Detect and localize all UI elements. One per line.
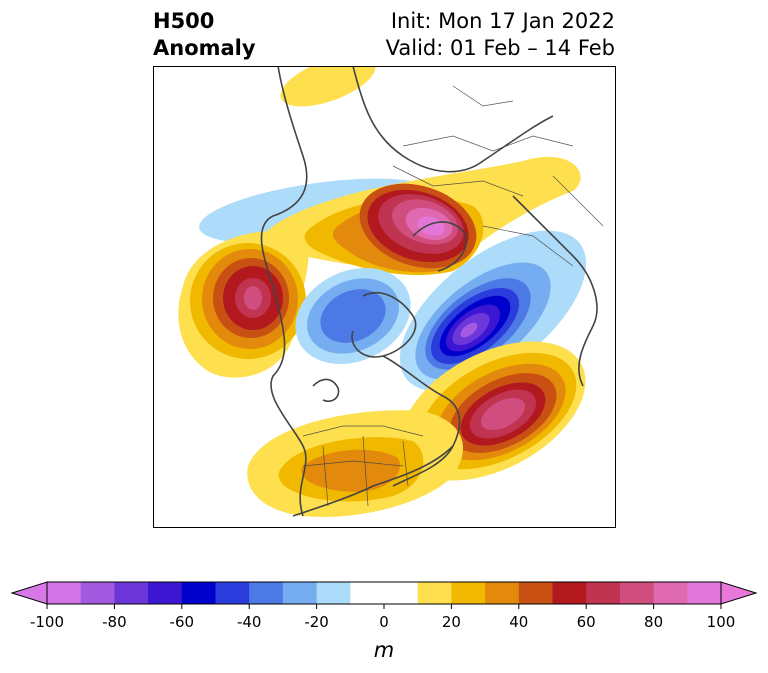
colorbar-segment xyxy=(417,582,452,604)
map-frame xyxy=(153,66,616,528)
colorbar-segment xyxy=(181,582,216,604)
colorbar-segment xyxy=(586,582,621,604)
colorbar-tick-label: 80 xyxy=(644,613,663,631)
colorbar-tick-label: 60 xyxy=(577,613,596,631)
anomaly-north-pacific-ridge xyxy=(178,231,309,378)
colorbar-segment xyxy=(485,582,520,604)
valid-range: Valid: 01 Feb – 14 Feb xyxy=(385,36,615,60)
colorbar-segment xyxy=(451,582,486,604)
colorbar-segment xyxy=(114,582,149,604)
colorbar-tick-label: 100 xyxy=(707,613,736,631)
colorbar-tick-label: 40 xyxy=(509,613,528,631)
title-line-type: Anomaly xyxy=(153,36,256,60)
anomaly-greenland-ridge xyxy=(359,183,477,269)
colorbar-tick-label: 0 xyxy=(379,613,389,631)
colorbar-tick-label: -60 xyxy=(170,613,195,631)
coastlines xyxy=(260,66,598,517)
colorbar-extend-low xyxy=(10,581,48,605)
colorbar-segment xyxy=(653,582,688,604)
colorbar-segment xyxy=(282,582,318,604)
colorbar-tick-label: -80 xyxy=(102,613,127,631)
init-date: Init: Mon 17 Jan 2022 xyxy=(390,9,615,33)
anomaly-siberian-ridge xyxy=(280,66,376,107)
colorbar-segment xyxy=(47,582,82,604)
colorbar-segments xyxy=(10,581,758,605)
colorbar-unit-label: m xyxy=(374,638,394,662)
chart-title: H500 Anomaly xyxy=(153,8,256,62)
anomaly-beaufort-trough xyxy=(295,267,411,365)
colorbar-segment xyxy=(350,582,385,604)
title-line-field: H500 xyxy=(153,9,215,33)
colorbar-tick-label: -20 xyxy=(304,613,329,631)
colorbar: -100 -80 -60 -40 -20 0 20 40 60 80 100 m xyxy=(10,581,758,662)
colorbar-ticks: -100 -80 -60 -40 -20 0 20 40 60 80 100 xyxy=(30,604,735,631)
political-borders xyxy=(302,85,604,507)
colorbar-tick-label: -100 xyxy=(30,613,64,631)
colorbar-segment xyxy=(148,582,183,604)
forecast-dates: Init: Mon 17 Jan 2022 Valid: 01 Feb – 14… xyxy=(386,8,615,62)
colorbar-segment xyxy=(518,582,553,604)
colorbar-segment xyxy=(80,582,115,604)
colorbar-segment xyxy=(619,582,655,604)
colorbar-tick-label: 20 xyxy=(442,613,461,631)
colorbar-segment xyxy=(687,582,722,604)
colorbar-segment xyxy=(316,582,351,604)
colorbar-segment xyxy=(384,582,419,604)
colorbar-tick-label: -40 xyxy=(237,613,262,631)
anomaly-map xyxy=(153,66,616,528)
colorbar-segment xyxy=(249,582,284,604)
colorbar-segment xyxy=(552,582,587,604)
anomaly-barents-trough xyxy=(399,230,587,392)
colorbar-extend-high xyxy=(720,581,758,605)
colorbar-segment xyxy=(215,582,250,604)
